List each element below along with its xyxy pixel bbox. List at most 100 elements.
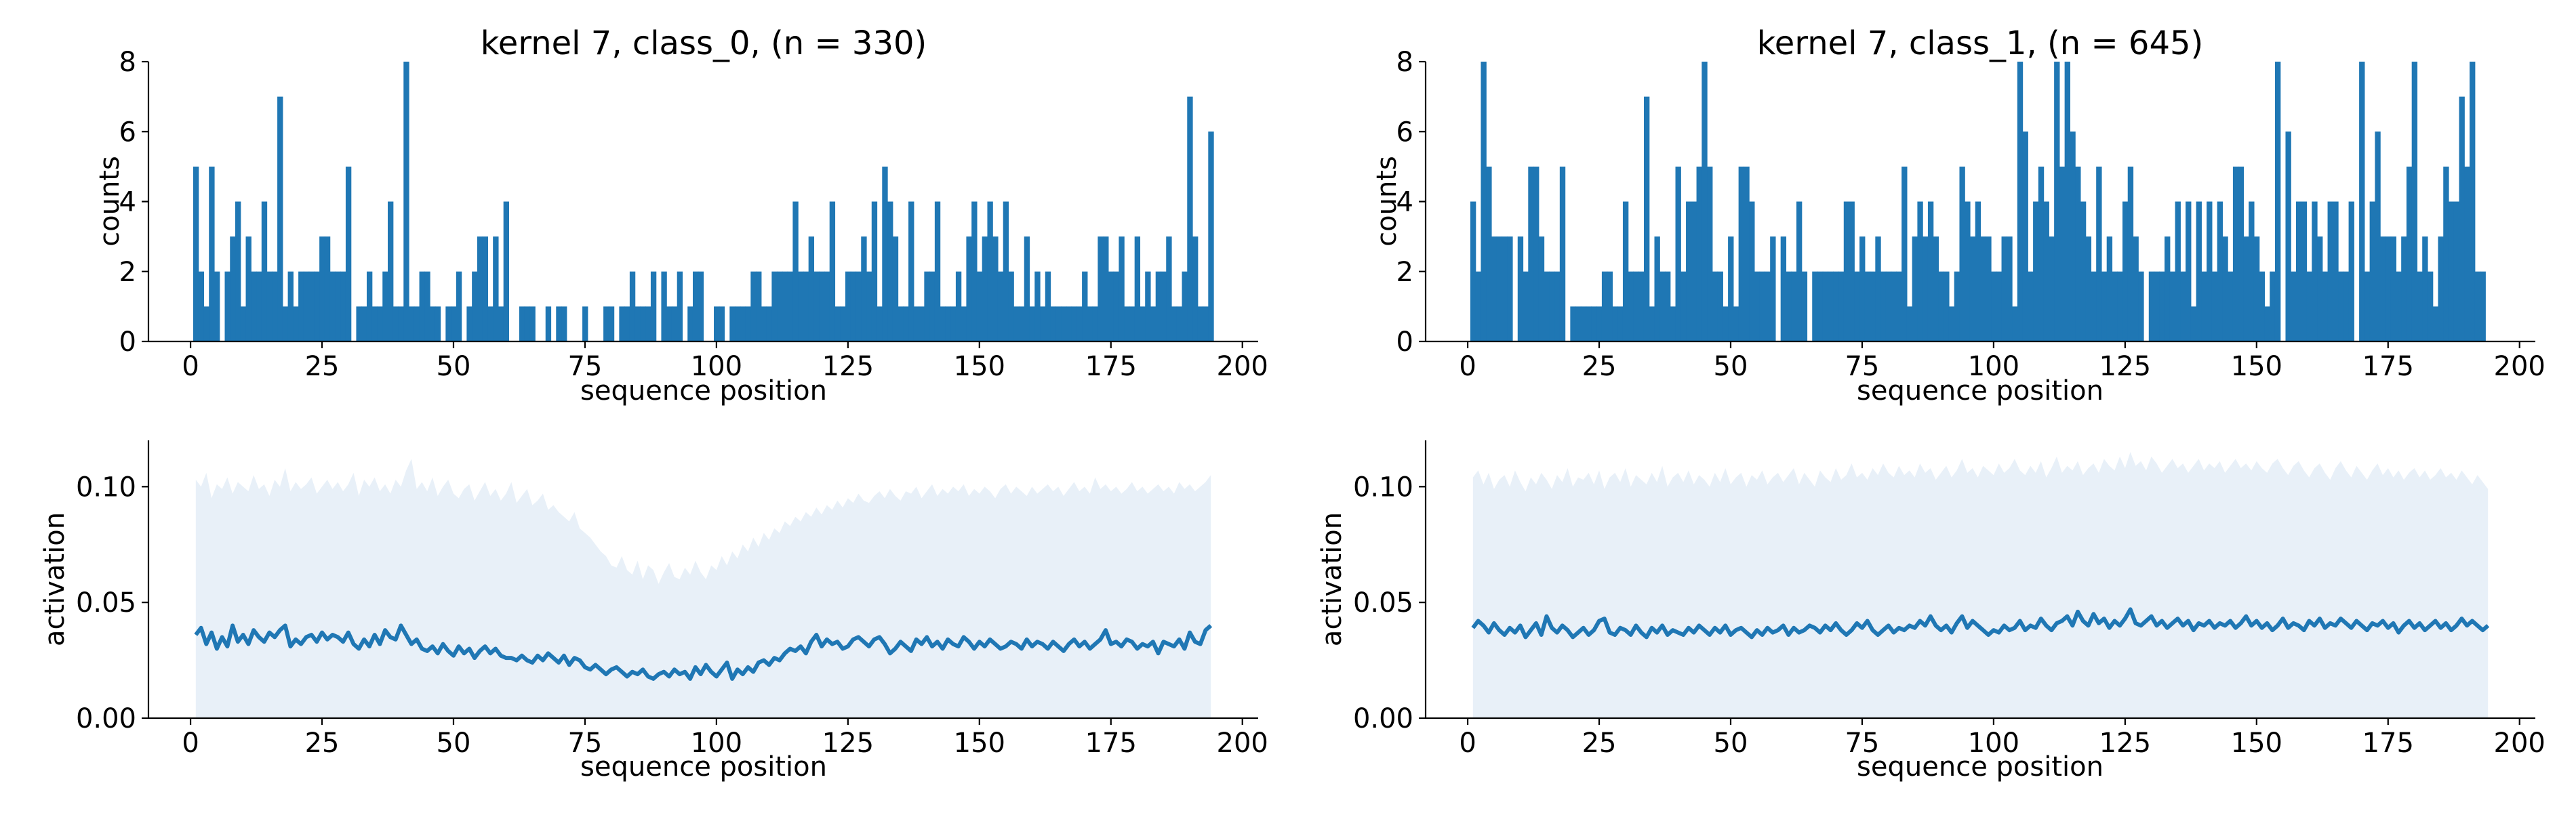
bar	[1723, 306, 1729, 342]
bar	[1917, 201, 1923, 341]
x-tick-label: 75	[567, 351, 602, 382]
x-tick-label: 150	[954, 728, 1005, 759]
bar	[677, 271, 683, 341]
bar	[1759, 271, 1766, 341]
bar	[2411, 62, 2418, 341]
bar	[1796, 201, 1803, 341]
bar	[251, 271, 257, 341]
bar	[1019, 306, 1025, 342]
x-tick-label: 100	[691, 351, 742, 382]
bar	[1980, 236, 1986, 342]
bar	[1575, 306, 1582, 342]
x-tick-label: 100	[1968, 351, 2019, 382]
bar	[1197, 306, 1204, 342]
bar	[1864, 271, 1871, 341]
bar	[1822, 271, 1829, 341]
bar	[645, 306, 651, 342]
bar	[1749, 201, 1755, 341]
ticks-group: 0 25 50 75 100 125 150 175 200 0.00 0.05 0.10	[1353, 472, 2545, 759]
bar	[1801, 271, 1808, 341]
bar	[650, 271, 657, 341]
bar	[856, 271, 862, 341]
bar	[1659, 271, 1666, 341]
bar	[2306, 271, 2312, 341]
bar	[1517, 236, 1524, 342]
bar	[2217, 201, 2223, 341]
bar	[2322, 271, 2329, 341]
bar	[950, 306, 957, 342]
bar	[934, 201, 941, 341]
y-axis-label: activation	[39, 512, 71, 646]
bar	[1596, 306, 1603, 342]
bar	[388, 201, 394, 341]
bar	[477, 236, 483, 342]
bar	[1544, 271, 1550, 341]
panel-activation-class1: sequence position activation 0 25 50 75 100 1…	[1316, 440, 2545, 783]
x-tick-label: 50	[1714, 351, 1748, 382]
bar	[393, 306, 399, 342]
bar	[808, 236, 815, 342]
ticks-group: 0 25 50 75 100 125 150 175 200 0.00 0.05 0.10	[76, 472, 1268, 759]
bar	[940, 306, 946, 342]
bar	[1996, 271, 2003, 341]
bar	[1113, 271, 1120, 341]
x-tick-label: 50	[1714, 728, 1748, 759]
bar	[529, 306, 536, 342]
bar	[1029, 306, 1035, 342]
bar	[887, 201, 893, 341]
bar	[2385, 236, 2392, 342]
bar	[2186, 201, 2192, 341]
bar	[2406, 166, 2413, 342]
bar	[1507, 236, 1513, 342]
bar	[1812, 271, 1818, 341]
bar	[1071, 306, 1077, 342]
bar	[445, 306, 451, 342]
bar	[1780, 236, 1787, 342]
bar	[2106, 236, 2113, 342]
bar	[1938, 271, 1944, 341]
bar	[2001, 236, 2007, 342]
bar	[1045, 271, 1051, 341]
bar	[750, 271, 757, 341]
bar	[745, 306, 751, 342]
bar	[1923, 236, 1929, 342]
bar	[2033, 201, 2039, 341]
bar	[735, 306, 741, 342]
bar	[2401, 236, 2407, 342]
bar	[2112, 271, 2118, 341]
bar	[2028, 271, 2034, 341]
bar	[224, 271, 230, 341]
x-tick-label: 175	[2362, 728, 2414, 759]
bar	[1638, 271, 1645, 341]
bar	[1491, 236, 1497, 342]
bar	[1150, 306, 1156, 342]
x-tick-label: 175	[2362, 351, 2414, 382]
bar	[1050, 306, 1056, 342]
panel-hist-class0: kernel 7, class_0, (n = 330) sequence po…	[94, 24, 1268, 406]
bar	[2327, 201, 2333, 341]
bar	[1617, 306, 1624, 342]
bar	[1649, 306, 1655, 342]
y-tick-label: 0.00	[76, 703, 136, 734]
y-tick-label: 8	[119, 47, 136, 78]
x-tick-label: 0	[1459, 351, 1476, 382]
bars-group	[193, 62, 1214, 342]
bar	[329, 271, 336, 341]
bar	[1066, 306, 1072, 342]
bar	[314, 271, 320, 341]
bar	[766, 306, 772, 342]
bar	[1024, 236, 1030, 342]
bar	[1833, 271, 1839, 341]
bar	[608, 306, 615, 342]
bar	[671, 306, 678, 342]
bar	[582, 306, 588, 342]
ticks-group: 0 25 50 75 100 125 150 175 200 0 2 4 6 8	[1396, 47, 2545, 382]
bar	[635, 306, 641, 342]
y-tick-label: 4	[1396, 187, 1413, 218]
y-tick-label: 2	[1396, 257, 1413, 288]
bar	[771, 271, 778, 341]
bar	[2080, 201, 2087, 341]
bar	[997, 271, 1004, 341]
x-tick-label: 150	[954, 351, 1005, 382]
